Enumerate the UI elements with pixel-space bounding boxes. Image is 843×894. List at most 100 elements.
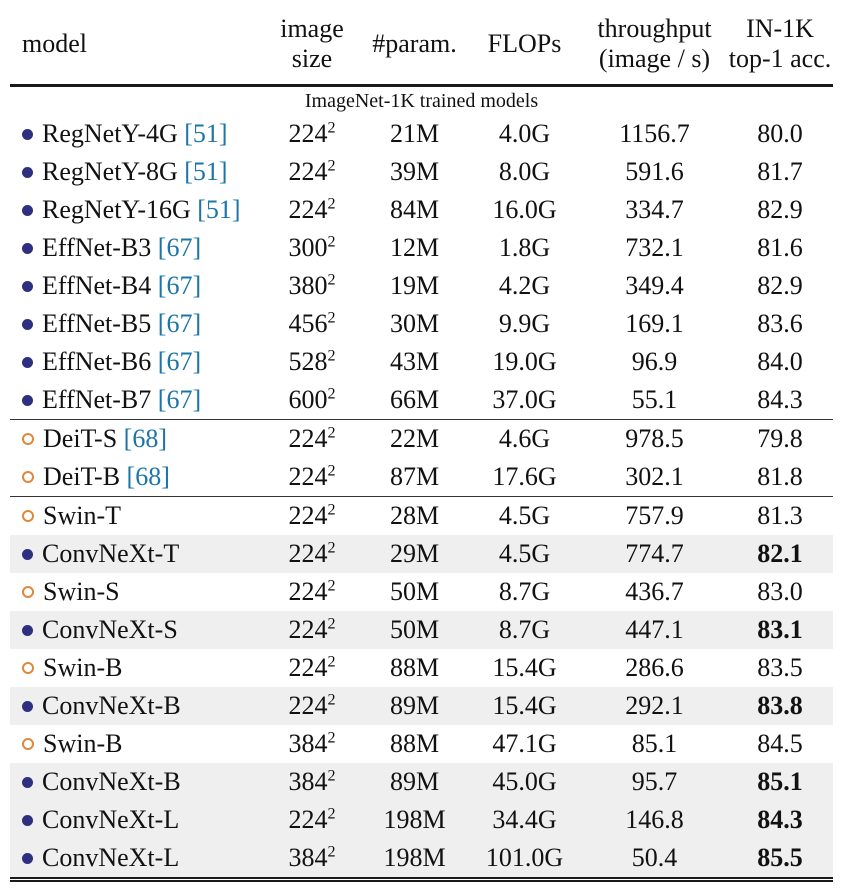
image-size-value: 528 [288,346,328,376]
citation-link[interactable]: [67] [157,270,202,300]
params-cell: 19M [389,270,440,300]
col-header-flops: FLOPs [487,28,562,58]
throughput-cell: 978.5 [582,418,727,458]
throughput-cell: 146.8 [625,804,684,834]
model-name: ConvNeXt-B [42,766,181,796]
table-row: ConvNeXt-L 3842 198M 101.0G 50.4 85.5 [10,838,833,880]
params-cell: 198M [383,804,446,834]
model-type-marker-icon [22,432,34,445]
params-cell: 22M [362,418,467,458]
image-size-value: 224 [288,576,328,606]
table-row: EffNet-B7 [67] 6002 66M 37.0G 55.1 84.3 [10,381,833,420]
table-row: RegNetY-8G [51] 2242 39M 8.0G 591.6 81.7 [10,153,833,191]
image-size-value: 224 [288,690,328,720]
results-table: model image size #param. FLOPs throughpu… [10,8,833,882]
table-row: Swin-B 3842 88M 47.1G 85.1 84.5 [10,725,833,763]
flops-cell: 8.7G [498,614,551,644]
accuracy-cell: 81.8 [757,461,803,491]
model-cell: Swin-S [10,573,262,611]
citation-link[interactable]: [67] [157,384,202,414]
citation-link[interactable]: [68] [126,461,170,491]
table-row: Swin-S 2242 50M 8.7G 436.7 83.0 [10,573,833,611]
image-size-value: 384 [288,766,328,796]
throughput-cell: 96.9 [631,346,678,376]
params-cell: 30M [389,308,440,338]
image-size-exponent: 2 [327,729,336,747]
model-type-marker-icon [22,624,33,636]
image-size-cell: 3802 [262,267,362,305]
throughput-cell: 302.1 [625,461,684,491]
flops-cell: 101.0G [485,842,564,872]
image-size-cell: 3002 [262,229,362,267]
params-cell: 88M [389,652,440,682]
image-size-value: 224 [288,194,328,224]
model-cell: Swin-T [10,495,262,535]
model-type-marker-icon [22,356,33,368]
model-type-marker-icon [22,166,33,178]
model-name: DeiT-B [43,461,121,491]
flops-cell: 8.7G [498,576,551,606]
citation-link[interactable]: [67] [157,308,202,338]
image-size-value: 224 [288,500,328,530]
table-row: ConvNeXt-L 2242 198M 34.4G 146.8 84.3 [10,800,833,839]
table-row: EffNet-B3 [67] 3002 12M 1.8G 732.1 81.6 [10,229,833,267]
image-size-value: 224 [288,614,328,644]
flops-cell: 34.4G [492,804,557,834]
params-cell: 198M [383,842,446,872]
image-size-exponent: 2 [327,805,336,823]
image-size-cell: 2242 [262,801,362,839]
table-row: EffNet-B6 [67] 5282 43M 19.0G 96.9 84.0 [10,343,833,381]
image-size-cell: 5282 [262,343,362,381]
accuracy-cell: 84.5 [757,728,803,758]
image-size-value: 600 [288,384,328,414]
flops-cell: 4.5G [467,495,582,535]
model-type-marker-icon [22,548,33,560]
image-size-value: 224 [288,804,328,834]
model-cell: RegNetY-8G [51] [10,153,262,191]
throughput-cell: 732.1 [625,232,684,262]
flops-cell: 15.4G [492,690,557,720]
model-name: Swin-B [43,652,123,682]
throughput-cell: 1156.7 [619,118,690,148]
image-size-cell: 2242 [262,649,362,687]
flops-cell: 19.0G [492,346,557,376]
accuracy-cell: 80.0 [757,118,803,148]
table-header: model image size #param. FLOPs throughpu… [10,8,833,86]
image-size-cell: 2242 [262,418,362,458]
citation-link[interactable]: [67] [157,232,202,262]
col-header-throughput: throughput (image / s) [597,14,712,73]
image-size-cell: 3842 [262,839,362,880]
image-size-exponent: 2 [327,119,336,137]
model-cell: ConvNeXt-T [10,535,262,573]
params-cell: 29M [389,538,440,568]
citation-link[interactable]: [67] [157,346,202,376]
image-size-exponent: 2 [327,577,336,595]
model-type-marker-icon [22,852,33,864]
model-type-marker-icon [22,394,33,406]
flops-cell: 45.0G [492,766,557,796]
image-size-exponent: 2 [327,462,336,480]
model-name: ConvNeXt-L [42,842,180,872]
citation-link[interactable]: [51] [184,156,228,186]
citation-link[interactable]: [51] [197,194,241,224]
model-type-marker-icon [22,585,34,598]
model-name: EffNet-B3 [42,232,152,262]
flops-cell: 15.4G [492,652,557,682]
image-size-exponent: 2 [327,424,336,442]
image-size-value: 224 [288,156,328,186]
table-body: ImageNet-1K trained models RegNetY-4G [5… [10,85,833,880]
flops-cell: 4.2G [498,270,551,300]
image-size-cell: 2242 [262,535,362,573]
throughput-cell: 292.1 [625,690,684,720]
image-size-value: 456 [288,308,328,338]
table-row: RegNetY-4G [51] 2242 21M 4.0G 1156.7 80.… [10,115,833,153]
flops-cell: 9.9G [498,308,551,338]
col-header-params: #param. [372,28,457,58]
accuracy-cell: 81.3 [727,495,833,535]
image-size-exponent: 2 [327,843,336,861]
accuracy-cell: 83.1 [757,614,803,644]
citation-link[interactable]: [51] [184,118,228,148]
citation-link[interactable]: [68] [123,423,167,453]
table-row: DeiT-S [68] 2242 22M 4.6G 978.5 79.8 [10,418,833,458]
model-cell: Swin-B [10,649,262,687]
